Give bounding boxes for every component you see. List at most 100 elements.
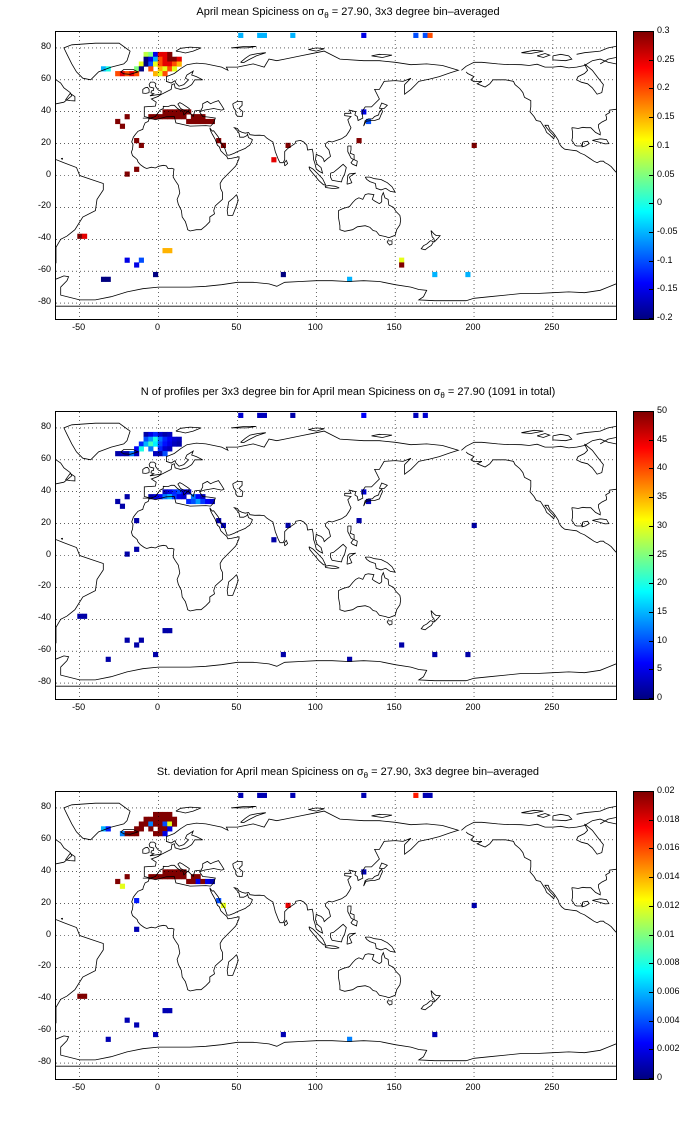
bin-cell xyxy=(148,114,154,120)
bin-cell xyxy=(176,489,182,495)
bin-cell xyxy=(162,489,168,495)
y-tick-label: -20 xyxy=(37,580,51,591)
bin-cell xyxy=(285,522,291,528)
bin-cell xyxy=(153,431,159,438)
y-tick-label: 0 xyxy=(45,548,51,559)
colorbar-tick-label: 0.3 xyxy=(657,25,670,35)
colorbar-tick-label: 30 xyxy=(657,519,668,530)
bin-cell xyxy=(124,494,130,500)
bin-cell xyxy=(157,441,163,447)
bin-cell xyxy=(134,642,140,648)
bin-cell xyxy=(153,816,159,822)
coastline xyxy=(232,101,244,117)
coastline xyxy=(576,806,616,815)
bin-cell xyxy=(157,816,163,822)
bin-cell xyxy=(181,114,187,120)
bin-cell xyxy=(157,56,163,62)
bin-cell xyxy=(153,51,159,58)
colorbar-tick-label: 25 xyxy=(657,548,668,559)
coastline xyxy=(364,556,396,573)
bin-cell xyxy=(365,118,372,125)
bin-cell xyxy=(134,1022,140,1028)
bin-cell xyxy=(162,51,168,58)
bin-cell xyxy=(124,171,130,177)
bin-cell xyxy=(399,257,405,263)
colorbar-tick-label: 0 xyxy=(657,197,663,208)
bin-cell xyxy=(115,118,121,125)
bin-cell xyxy=(134,66,140,72)
x-tick-label: 250 xyxy=(544,702,560,712)
coastline xyxy=(56,655,616,682)
bin-cell xyxy=(186,118,192,125)
bin-cell xyxy=(167,441,173,447)
coastline xyxy=(363,488,383,507)
bin-cell xyxy=(100,276,107,282)
x-tick-label: 0 xyxy=(155,702,161,712)
bin-cell xyxy=(220,902,226,908)
bin-cell xyxy=(171,441,178,447)
colorbar-tick-label: 50 xyxy=(657,405,668,415)
bin-cell xyxy=(162,831,168,837)
bin-cell xyxy=(167,446,173,452)
x-tick-label: 250 xyxy=(544,1082,560,1092)
title-text: N of profiles per 3x3 degree bin for Apr… xyxy=(140,386,441,398)
bin-cell xyxy=(209,878,215,885)
colorbar-tick-label: 0.25 xyxy=(657,53,675,64)
coastline xyxy=(60,537,63,540)
bin-cell xyxy=(209,498,215,505)
y-tick-label: -40 xyxy=(37,992,51,1003)
coastline xyxy=(337,191,402,239)
bin-cell xyxy=(280,271,286,278)
y-tick-label: -60 xyxy=(37,264,51,275)
colorbar-tick xyxy=(649,1049,653,1051)
bin-cell xyxy=(105,276,111,282)
y-tick-label: 20 xyxy=(40,136,51,147)
coastline xyxy=(461,58,616,71)
coastline xyxy=(330,923,347,943)
bin-cell xyxy=(157,66,163,72)
y-tick-label: 40 xyxy=(40,864,51,875)
coastline xyxy=(148,841,162,857)
coastline xyxy=(420,620,435,631)
coastline xyxy=(240,52,266,64)
bin-cell xyxy=(138,441,144,447)
bin-cell xyxy=(176,109,182,115)
bin-cell xyxy=(181,109,187,115)
coastline xyxy=(56,159,104,264)
y-tick-label: -20 xyxy=(37,960,51,971)
bin-cell xyxy=(157,114,163,120)
colorbar-tick xyxy=(649,31,653,32)
bin-cell xyxy=(167,489,173,495)
bin-cell xyxy=(134,262,140,268)
y-tick-label: 80 xyxy=(40,800,51,811)
bin-cell xyxy=(148,821,154,827)
coastline xyxy=(552,433,573,442)
bin-cell xyxy=(413,412,419,418)
coastline xyxy=(364,176,396,193)
bin-cell xyxy=(216,898,222,904)
bin-cell xyxy=(162,451,168,457)
bin-cell xyxy=(138,61,144,67)
bin-cell xyxy=(162,816,168,822)
colorbar-tick-label: 10 xyxy=(657,634,668,645)
bin-cell xyxy=(471,522,477,528)
coastline xyxy=(371,53,393,58)
bin-cell xyxy=(119,503,126,509)
bin-cell xyxy=(181,874,187,880)
bin-cell xyxy=(465,651,471,658)
bin-cell xyxy=(361,489,367,495)
colorbar xyxy=(633,791,654,1080)
colorbar-tick xyxy=(649,819,653,821)
bin-cell xyxy=(153,61,159,67)
x-tick-label: -50 xyxy=(72,702,86,712)
y-tick-label: -60 xyxy=(37,1024,51,1035)
colorbar-tick-label: 35 xyxy=(657,491,668,502)
bin-cell xyxy=(162,114,168,120)
bin-cell xyxy=(153,811,159,818)
coastline xyxy=(60,157,63,160)
colorbar-tick-label: 0.2 xyxy=(657,82,670,93)
bin-cell xyxy=(361,412,367,418)
bin-cell xyxy=(238,412,244,418)
bin-cell xyxy=(157,71,163,77)
colorbar-tick xyxy=(649,934,653,936)
